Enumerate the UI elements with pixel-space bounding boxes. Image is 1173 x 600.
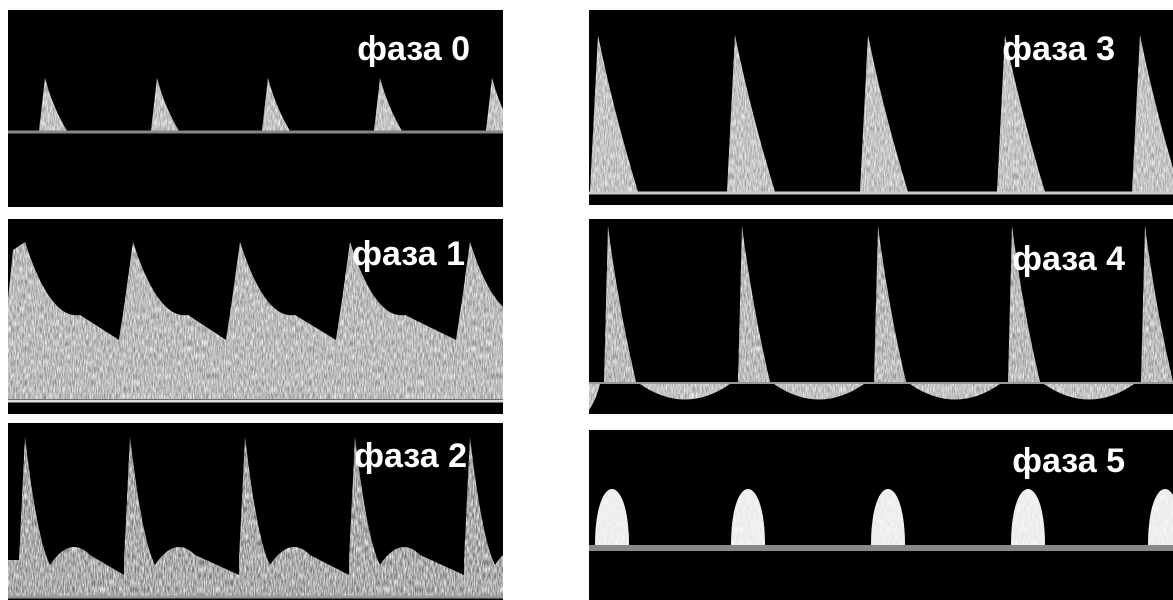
waveform bbox=[262, 78, 290, 131]
waveform bbox=[738, 226, 770, 382]
waveform bbox=[151, 78, 179, 131]
waveform bbox=[39, 78, 67, 131]
waveform bbox=[374, 78, 402, 131]
waveform bbox=[860, 35, 908, 192]
waveform bbox=[871, 489, 905, 546]
waveform bbox=[604, 226, 636, 382]
phase-label: фаза 5 bbox=[1012, 442, 1125, 480]
waveform bbox=[731, 489, 765, 546]
waveform bbox=[874, 226, 906, 382]
phase-label: фаза 1 bbox=[352, 235, 465, 273]
waveform bbox=[1132, 35, 1173, 192]
waveforms bbox=[8, 35, 1173, 596]
panel-background bbox=[8, 10, 503, 207]
waveform bbox=[589, 384, 600, 410]
waveform bbox=[997, 35, 1045, 192]
waveform bbox=[1148, 489, 1173, 546]
phase-label: фаза 4 bbox=[1012, 240, 1125, 278]
waveform bbox=[590, 35, 638, 192]
phase-label: фаза 3 bbox=[1002, 30, 1115, 68]
waveform bbox=[640, 384, 730, 400]
waveform bbox=[910, 384, 1000, 400]
phase-label: фаза 2 bbox=[354, 437, 467, 475]
waveform bbox=[1044, 384, 1134, 400]
waveform bbox=[727, 35, 775, 192]
waveform bbox=[8, 242, 503, 399]
waveform bbox=[1011, 489, 1045, 546]
waveform bbox=[595, 489, 629, 546]
waveform bbox=[8, 437, 503, 596]
waveform bbox=[486, 78, 503, 131]
phase-label: фаза 0 bbox=[357, 30, 470, 68]
waveform bbox=[774, 384, 864, 400]
waveform bbox=[1141, 226, 1173, 382]
waveform bbox=[1008, 226, 1040, 382]
